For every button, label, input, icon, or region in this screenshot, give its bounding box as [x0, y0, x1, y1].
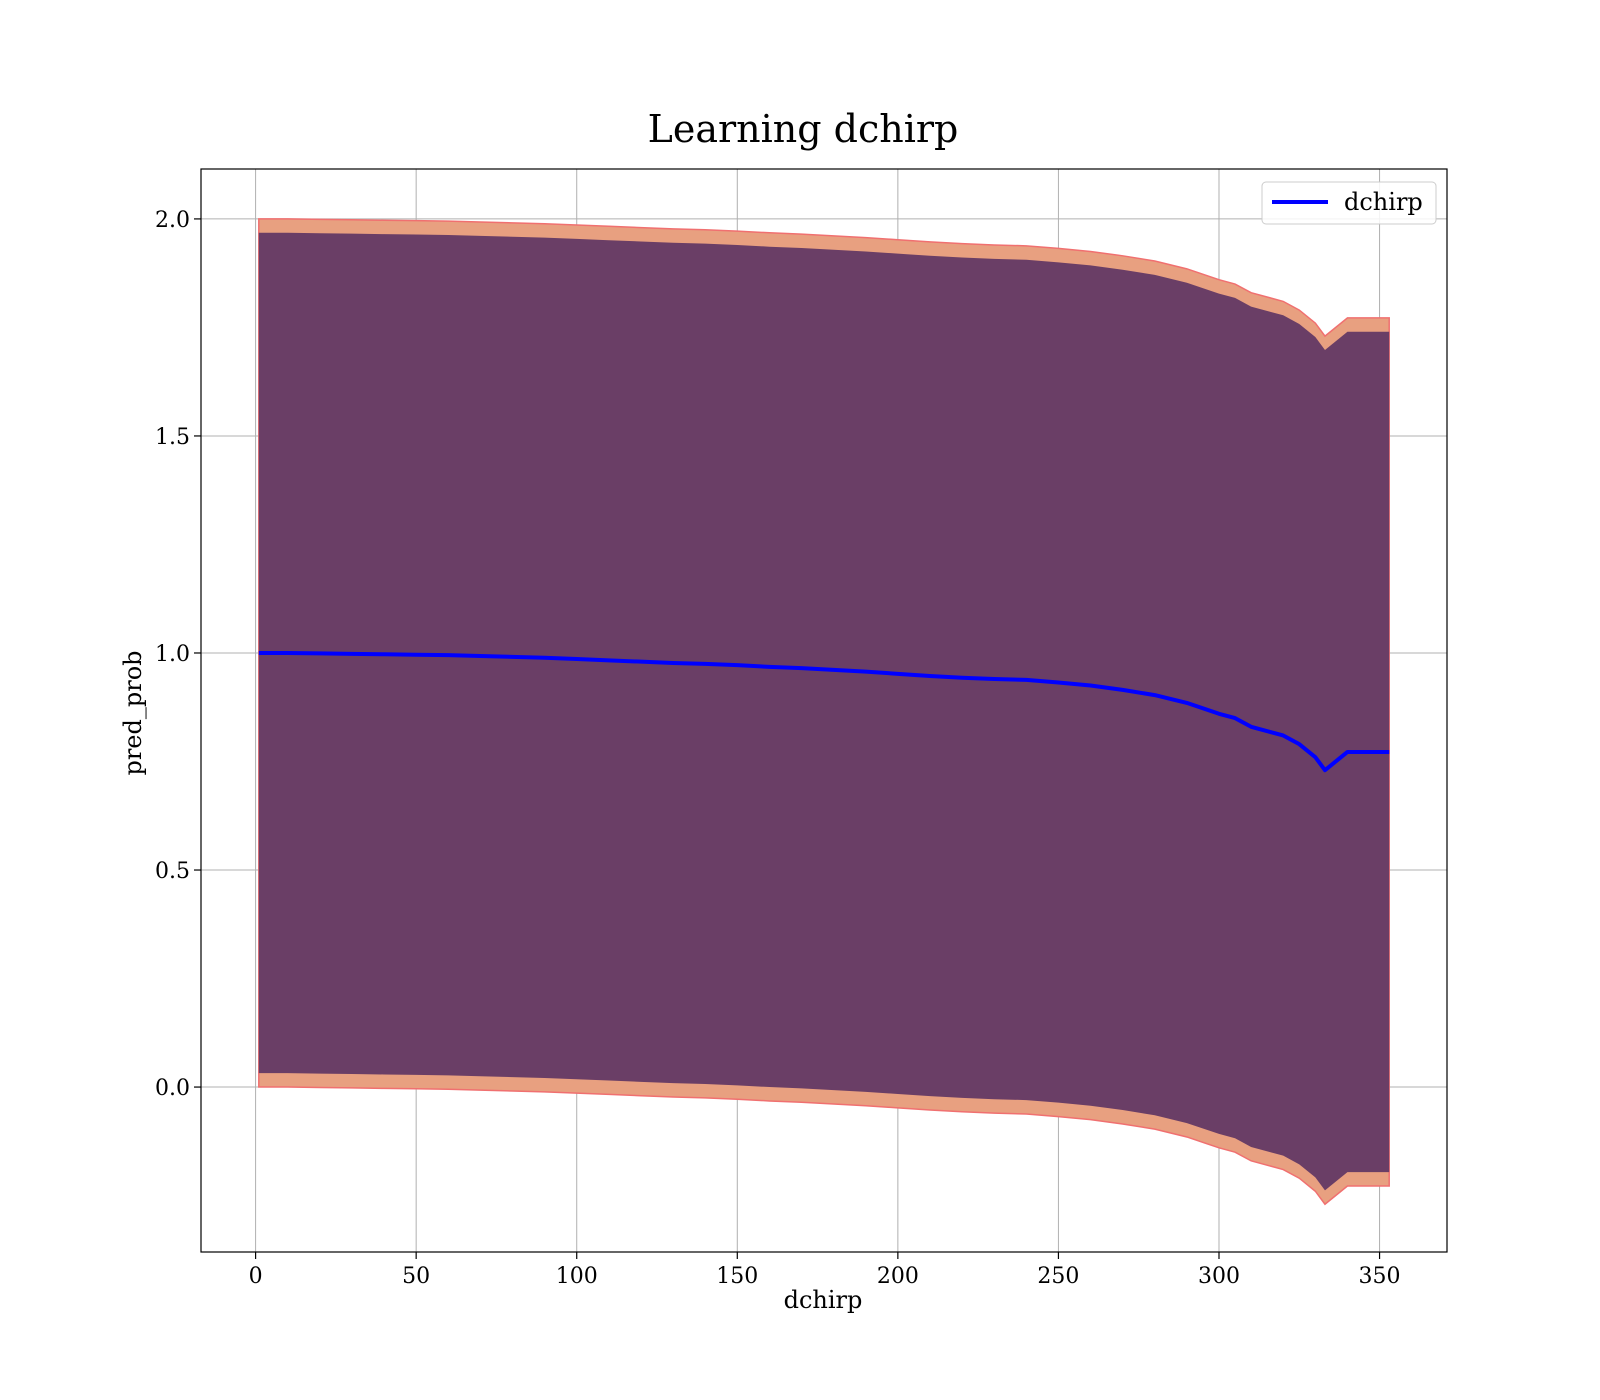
- plot-frame: [200, 168, 1448, 1253]
- y-tick-label-2: 1.0: [155, 642, 190, 667]
- y-axis-label: pred_prob: [119, 650, 147, 775]
- legend: dchirp: [1261, 181, 1437, 225]
- y-tick-label-1: 0.5: [155, 859, 190, 884]
- legend-label-dchirp: dchirp: [1344, 188, 1423, 216]
- y-tick-label-0: 0.0: [155, 1076, 190, 1101]
- x-axis-label: dchirp: [784, 1286, 863, 1314]
- band-1: [258, 232, 1390, 1191]
- confidence-bands: [258, 218, 1390, 1206]
- x-tick-label-6: 300: [1198, 1264, 1240, 1289]
- plot-area: [200, 168, 1448, 1253]
- series-lines: [258, 650, 1390, 773]
- y-axis-ticks: 0.0 0.5 1.0 1.5 2.0: [155, 208, 201, 1101]
- x-tick-label-1: 50: [402, 1264, 430, 1289]
- x-tick-label-7: 350: [1359, 1264, 1401, 1289]
- chart-title: Learning dchirp: [648, 107, 959, 151]
- x-tick-label-2: 100: [556, 1264, 598, 1289]
- x-tick-label-0: 0: [249, 1264, 263, 1289]
- legend-box: [1261, 181, 1437, 225]
- x-axis-ticks: 0 50 100 150 200 250 300 350: [249, 1252, 1401, 1289]
- x-tick-label-5: 250: [1037, 1264, 1079, 1289]
- y-tick-label-4: 2.0: [155, 208, 190, 233]
- x-tick-label-3: 150: [716, 1264, 758, 1289]
- x-tick-label-4: 200: [877, 1264, 919, 1289]
- series-line-0: [258, 650, 1390, 773]
- y-tick-label-3: 1.5: [155, 425, 190, 450]
